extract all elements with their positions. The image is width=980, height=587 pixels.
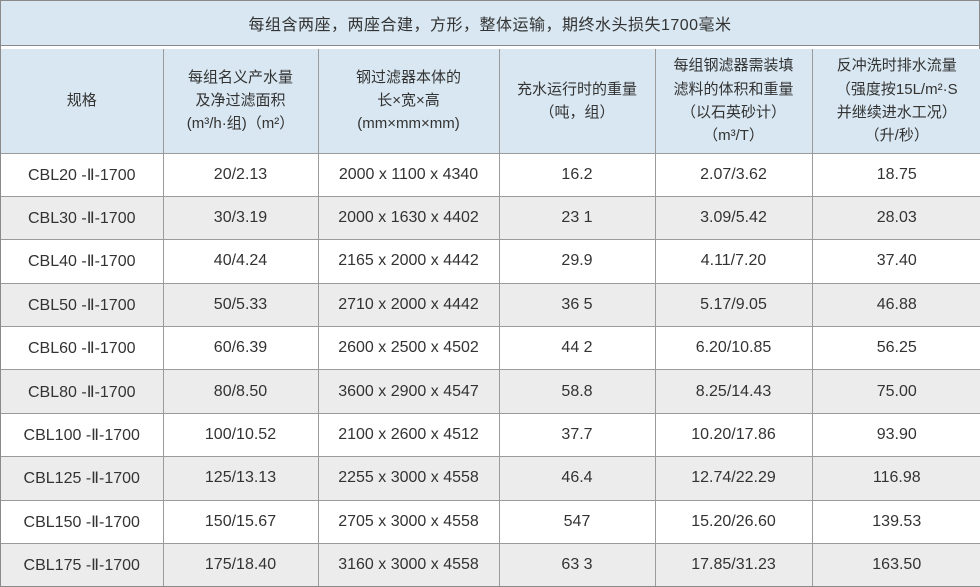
cell-operating_weight: 36 5	[498, 282, 656, 328]
cell-spec: CBL40 -Ⅱ-1700	[1, 239, 164, 284]
cell-capacity_area: 100/10.52	[162, 412, 319, 458]
cell-backwash_flow: 37.40	[811, 239, 980, 284]
cell-dimensions: 2600 x 2500 x 4502	[317, 325, 500, 371]
header-row: 规格 每组名义产水量 及净过滤面积 (m³/h·组)（m²） 钢过滤器本体的 长…	[1, 49, 980, 154]
table-row: CBL20 -Ⅱ-1700 20/2.13 2000 x 1100 x 4340 16…	[1, 152, 980, 197]
column-header-spec: 规格	[1, 49, 164, 154]
table-header: 规格 每组名义产水量 及净过滤面积 (m³/h·组)（m²） 钢过滤器本体的 长…	[1, 49, 980, 154]
cell-capacity_area: 80/8.50	[162, 369, 319, 414]
title-divider	[1, 46, 979, 49]
cell-backwash_flow: 18.75	[811, 152, 980, 197]
table-row: CBL50 -Ⅱ-1700 50/5.33 2710 x 2000 x 4442 36…	[1, 282, 980, 328]
cell-media_volume_weight: 15.20/26.60	[654, 499, 813, 544]
cell-backwash_flow: 163.50	[811, 542, 980, 586]
table-row: CBL40 -Ⅱ-1700 40/4.24 2165 x 2000 x 4442 29…	[1, 239, 980, 284]
cell-dimensions: 2000 x 1100 x 4340	[317, 152, 500, 197]
cell-capacity_area: 50/5.33	[162, 282, 319, 328]
cell-operating_weight: 23 1	[498, 195, 656, 241]
cell-operating_weight: 37.7	[498, 412, 656, 458]
cell-backwash_flow: 75.00	[811, 369, 980, 414]
cell-media_volume_weight: 2.07/3.62	[654, 152, 813, 197]
column-header-capacity-area: 每组名义产水量 及净过滤面积 (m³/h·组)（m²）	[162, 49, 319, 154]
cell-media_volume_weight: 5.17/9.05	[654, 282, 813, 328]
cell-backwash_flow: 56.25	[811, 325, 980, 371]
cell-spec: CBL30 -Ⅱ-1700	[1, 195, 164, 241]
cell-backwash_flow: 28.03	[811, 195, 980, 241]
cell-spec: CBL175 -Ⅱ-1700	[1, 542, 164, 586]
cell-dimensions: 3600 x 2900 x 4547	[317, 369, 500, 414]
cell-dimensions: 2100 x 2600 x 4512	[317, 412, 500, 458]
cell-dimensions: 2165 x 2000 x 4442	[317, 239, 500, 284]
table-row: CBL30 -Ⅱ-1700 30/3.19 2000 x 1630 x 4402 23…	[1, 195, 980, 241]
cell-capacity_area: 30/3.19	[162, 195, 319, 241]
table-title: 每组含两座，两座合建，方形，整体运输，期终水头损失1700毫米	[1, 1, 979, 46]
cell-operating_weight: 547	[498, 499, 656, 544]
cell-operating_weight: 58.8	[498, 369, 656, 414]
cell-capacity_area: 150/15.67	[162, 499, 319, 544]
cell-spec: CBL80 -Ⅱ-1700	[1, 369, 164, 414]
cell-spec: CBL125 -Ⅱ-1700	[1, 456, 164, 501]
table-row: CBL100 -Ⅱ-1700 100/10.52 2100 x 2600 x 451…	[1, 412, 980, 458]
cell-dimensions: 2255 x 3000 x 4558	[317, 456, 500, 501]
table-body: CBL20 -Ⅱ-1700 20/2.13 2000 x 1100 x 4340 16…	[1, 152, 980, 586]
cell-spec: CBL60 -Ⅱ-1700	[1, 325, 164, 371]
cell-media_volume_weight: 6.20/10.85	[654, 325, 813, 371]
cell-operating_weight: 29.9	[498, 239, 656, 284]
cell-spec: CBL50 -Ⅱ-1700	[1, 282, 164, 328]
cell-spec: CBL100 -Ⅱ-1700	[1, 412, 164, 458]
column-header-dimensions: 钢过滤器本体的 长×宽×高 (mm×mm×mm)	[317, 49, 500, 154]
cell-operating_weight: 44 2	[498, 325, 656, 371]
cell-spec: CBL20 -Ⅱ-1700	[1, 152, 164, 197]
cell-capacity_area: 60/6.39	[162, 325, 319, 371]
table-row: CBL125 -Ⅱ-1700 125/13.13 2255 x 3000 x 455…	[1, 456, 980, 501]
cell-media_volume_weight: 3.09/5.42	[654, 195, 813, 241]
table-row: CBL175 -Ⅱ-1700 175/18.40 3160 x 3000 x 455…	[1, 542, 980, 586]
cell-capacity_area: 40/4.24	[162, 239, 319, 284]
spec-table: 规格 每组名义产水量 及净过滤面积 (m³/h·组)（m²） 钢过滤器本体的 长…	[1, 49, 980, 586]
cell-operating_weight: 16.2	[498, 152, 656, 197]
cell-operating_weight: 46.4	[498, 456, 656, 501]
cell-media_volume_weight: 12.74/22.29	[654, 456, 813, 501]
cell-dimensions: 2000 x 1630 x 4402	[317, 195, 500, 241]
cell-dimensions: 3160 x 3000 x 4558	[317, 542, 500, 586]
cell-dimensions: 2705 x 3000 x 4558	[317, 499, 500, 544]
cell-backwash_flow: 116.98	[811, 456, 980, 501]
table-row: CBL150 -Ⅱ-1700 150/15.67 2705 x 3000 x 455…	[1, 499, 980, 544]
cell-dimensions: 2710 x 2000 x 4442	[317, 282, 500, 328]
cell-capacity_area: 175/18.40	[162, 542, 319, 586]
cell-spec: CBL150 -Ⅱ-1700	[1, 499, 164, 544]
column-header-media-volume-weight: 每组钢滤器需装填 滤料的体积和重量 （以石英砂计） （m³/T）	[654, 49, 813, 154]
cell-media_volume_weight: 4.11/7.20	[654, 239, 813, 284]
cell-operating_weight: 63 3	[498, 542, 656, 586]
cell-capacity_area: 125/13.13	[162, 456, 319, 501]
table-row: CBL80 -Ⅱ-1700 80/8.50 3600 x 2900 x 4547 58…	[1, 369, 980, 414]
table-row: CBL60 -Ⅱ-1700 60/6.39 2600 x 2500 x 4502 44…	[1, 325, 980, 371]
column-header-operating-weight: 充水运行时的重量 （吨，组）	[498, 49, 656, 154]
cell-media_volume_weight: 8.25/14.43	[654, 369, 813, 414]
cell-backwash_flow: 139.53	[811, 499, 980, 544]
column-header-backwash-flow: 反冲洗时排水流量 （强度按15L/m²·S 并继续进水工况） （升/秒）	[811, 49, 980, 154]
cell-media_volume_weight: 17.85/31.23	[654, 542, 813, 586]
cell-capacity_area: 20/2.13	[162, 152, 319, 197]
cell-backwash_flow: 46.88	[811, 282, 980, 328]
cell-media_volume_weight: 10.20/17.86	[654, 412, 813, 458]
cell-backwash_flow: 93.90	[811, 412, 980, 458]
